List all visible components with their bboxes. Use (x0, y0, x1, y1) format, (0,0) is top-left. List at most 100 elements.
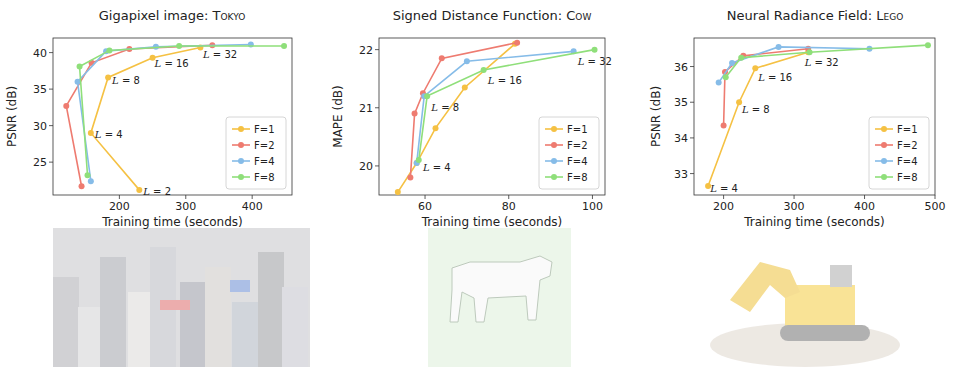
legend-label: F=8 (254, 172, 275, 183)
lego-floor (710, 323, 900, 367)
series-point (412, 111, 418, 117)
series-point (88, 178, 94, 184)
x-tick (864, 195, 865, 199)
series-point (752, 65, 758, 71)
series-point (464, 58, 470, 64)
x-tick (592, 195, 593, 199)
x-tick-label: 200 (713, 200, 734, 213)
series-point (106, 47, 112, 53)
x-tick-label: 200 (109, 200, 130, 213)
series-point (416, 157, 422, 163)
x-tick-label: 300 (784, 200, 805, 213)
x-tick-label: 300 (175, 200, 196, 213)
chart-title: Gigapixel image: Tokyo (99, 8, 246, 23)
series-point (281, 43, 287, 49)
y-tick-label: 21 (359, 102, 373, 115)
x-tick (794, 195, 795, 199)
chart: Signed Distance Function: Cow60801002021… (331, 8, 612, 229)
annotation: L = 4 (94, 129, 123, 140)
series-point (433, 125, 439, 131)
plot-frame (53, 38, 292, 195)
legend-marker (238, 142, 244, 148)
y-tick-label: 30 (33, 120, 47, 133)
x-tick (185, 195, 186, 199)
y-tick (690, 173, 694, 174)
legend-marker (881, 174, 887, 180)
legend-label: F=4 (567, 156, 588, 167)
annotation: L = 32 (804, 57, 839, 68)
series-line (719, 47, 870, 83)
x-tick-label: 400 (854, 200, 875, 213)
y-tick-label: 35 (674, 96, 688, 109)
building (180, 282, 206, 367)
series-point (395, 189, 401, 195)
x-tick (252, 195, 253, 199)
legend-marker (551, 174, 557, 180)
building (205, 267, 231, 367)
annotation: L = 4 (709, 183, 738, 194)
series-line (419, 50, 595, 160)
legend-marker (238, 126, 244, 132)
series-point (407, 175, 413, 181)
x-tick-label: 500 (925, 200, 946, 213)
sign (230, 280, 250, 292)
plot-frame (694, 38, 935, 195)
y-tick (49, 125, 53, 126)
legend-label: F=1 (567, 124, 588, 135)
y-axis-label: PSNR (dB) (649, 86, 663, 147)
legend-box (539, 117, 599, 189)
legend-label: F=4 (897, 156, 918, 167)
plot-frame (379, 38, 605, 195)
series-point (592, 47, 598, 53)
x-tick-label: 100 (582, 200, 603, 213)
y-axis-label: PSNR (dB) (5, 86, 19, 147)
chart-title: Neural Radiance Field: Lego (727, 8, 904, 23)
building (232, 302, 258, 367)
building (100, 257, 126, 367)
series-point (85, 172, 91, 178)
series-point (105, 74, 111, 80)
series-point (424, 93, 430, 99)
series-point (77, 63, 83, 69)
x-tick-label: 60 (418, 200, 432, 213)
annotation: L = 16 (487, 75, 522, 86)
y-tick (49, 52, 53, 53)
x-tick-label: 400 (242, 200, 263, 213)
series-point (79, 183, 85, 189)
y-tick (690, 102, 694, 103)
series-point (776, 44, 782, 50)
y-tick-label: 20 (359, 160, 373, 173)
y-tick-label: 22 (359, 44, 373, 57)
legend-label: F=2 (254, 140, 275, 151)
cow (450, 256, 552, 322)
lego-tracks (780, 325, 870, 341)
annotation: L = 16 (154, 58, 189, 69)
x-tick (425, 195, 426, 199)
annotation: L = 2 (142, 186, 171, 197)
series-point (88, 130, 94, 136)
series-point (514, 40, 520, 46)
legend-label: F=4 (254, 156, 275, 167)
series-point (721, 122, 727, 128)
legend-marker (551, 158, 557, 164)
annotation: L = 8 (741, 104, 770, 115)
series-point (462, 84, 468, 90)
series-point (75, 79, 81, 85)
legend-box (226, 117, 286, 189)
legend-marker (551, 126, 557, 132)
legend-label: F=1 (254, 124, 275, 135)
x-tick (508, 195, 509, 199)
y-tick-label: 34 (674, 132, 688, 145)
plot-area (705, 42, 931, 189)
city-image (53, 228, 310, 367)
x-tick (935, 195, 936, 199)
lego-arm (730, 262, 800, 312)
lego-cab (830, 265, 852, 287)
y-axis-label: MAPE (dB) (331, 85, 345, 147)
legend: F=1 F=2 F=4 F=8 (226, 117, 286, 189)
chart: Neural Radiance Field: Lego 200 300 400 500 3… (649, 8, 946, 229)
legend-marker (238, 158, 244, 164)
legend-marker (881, 126, 887, 132)
cow-image (428, 228, 571, 367)
chart-title: Signed Distance Function: Cow (393, 8, 592, 23)
